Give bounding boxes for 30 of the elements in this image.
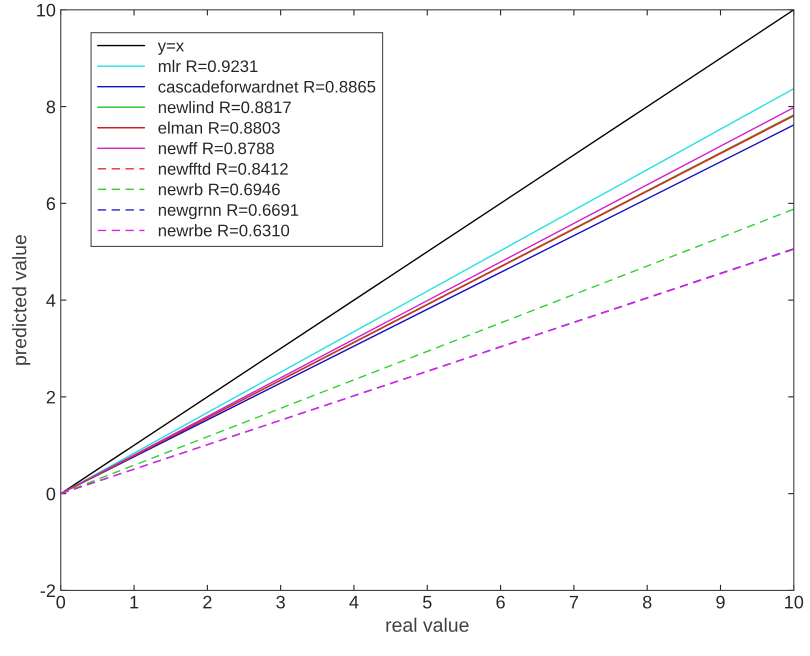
legend-label: newlind R=0.8817 [158,100,291,114]
y-axis-title: predicted value [12,235,30,365]
x-tick-label: 5 [422,596,432,609]
x-tick-label: 4 [349,596,358,608]
y-tick-label: 2 [46,390,55,404]
legend-label: newrbe R=0.6310 [158,224,290,236]
x-tick-label: 8 [642,596,652,609]
legend-label: y=x [158,42,184,55]
x-tick-label: 9 [716,596,725,609]
y-tick-label: 8 [46,100,56,114]
legend-label: cascadeforwardnet R=0.8865 [158,80,376,93]
x-tick-label: 2 [203,596,212,608]
x-tick-label: 10 [785,596,804,609]
legend-label: newgrnn R=0.6691 [158,204,298,220]
legend-label: newff R=0.8788 [158,142,274,154]
y-tick-label: -2 [40,584,55,597]
legend-label: elman R=0.8803 [158,122,280,134]
legend-label: newfftd R=0.8412 [158,162,288,175]
x-tick-label: 6 [496,596,505,609]
x-tick-label: 3 [276,596,285,609]
y-tick-label: 6 [46,197,56,210]
y-tick-label: 10 [37,4,56,17]
x-tick-label: 1 [130,596,138,608]
x-tick-label: 7 [570,596,578,608]
x-axis-title: real value [386,618,469,632]
x-tick-label: 0 [56,596,66,609]
legend-label: mlr R=0.9231 [158,60,258,72]
y-tick-label: 4 [46,294,56,307]
legend-label: newrb R=0.6946 [158,183,280,196]
y-tick-label: 0 [46,488,56,500]
